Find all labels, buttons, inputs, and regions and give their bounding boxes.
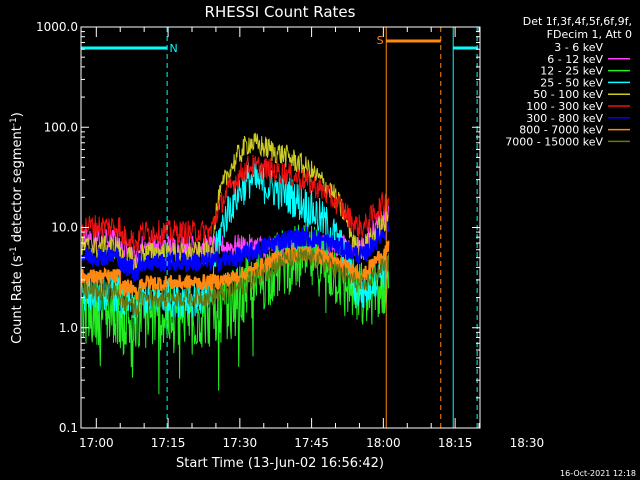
x-axis-label: Start Time (13-Jun-02 16:56:42): [176, 456, 384, 471]
y-axis-label-mid: detector segment: [10, 126, 25, 246]
legend-entry-label: 50 - 100 keV: [533, 88, 603, 101]
y-axis-label-end: ): [10, 112, 25, 117]
y-tick-label: 100.0: [44, 120, 78, 134]
x-tick-label: 17:00: [79, 436, 114, 450]
legend-entry-label: 25 - 50 keV: [540, 76, 603, 89]
chart-title: RHESSI Count Rates: [205, 3, 356, 21]
x-tick-label: 18:30: [510, 436, 545, 450]
y-axis-label-sup2: -1: [9, 117, 19, 126]
series-line-7: [81, 240, 390, 300]
legend-entry-label: 800 - 7000 keV: [519, 124, 603, 137]
x-tick-label: 18:15: [438, 436, 473, 450]
y-tick-label: 1000.0: [36, 20, 78, 34]
series-line-2: [81, 223, 389, 395]
night-label: N: [170, 42, 178, 55]
series-line-1: [81, 204, 389, 268]
legend-entry-label: 3 - 6 keV: [554, 41, 603, 54]
y-axis-label-sup1: -1: [9, 246, 19, 255]
legend-entry-label: 7000 - 15000 keV: [505, 135, 603, 148]
y-tick-label: 0.1: [59, 421, 78, 435]
series-line-8: [81, 247, 389, 318]
y-axis-label: Count Rate (s-1 detector segment-1): [9, 112, 25, 344]
saa-label: S: [377, 34, 384, 47]
legend-header-line-2: FDecim 1, Att 0: [547, 28, 632, 41]
footer-timestamp: 16-Oct-2021 12:18: [560, 469, 636, 478]
x-tick-label: 17:30: [223, 436, 258, 450]
y-tick-label: 10.0: [51, 221, 78, 235]
x-tick-label: 17:45: [294, 436, 329, 450]
y-axis-label-main: Count Rate (s: [10, 255, 25, 344]
legend-entry-label: 300 - 800 keV: [526, 112, 603, 125]
legend-header-line-1: Det 1f,3f,4f,5f,6f,9f,: [523, 15, 632, 28]
x-tick-label: 17:15: [151, 436, 186, 450]
series-line-6: [81, 221, 390, 282]
legend-entry-label: 6 - 12 keV: [547, 53, 603, 66]
x-tick-label: 18:00: [366, 436, 401, 450]
series-line-5: [81, 154, 389, 252]
legend-entry-label: 12 - 25 keV: [540, 65, 603, 78]
legend-entry-label: 100 - 300 keV: [526, 100, 603, 113]
y-tick-label: 1.0: [59, 321, 78, 335]
